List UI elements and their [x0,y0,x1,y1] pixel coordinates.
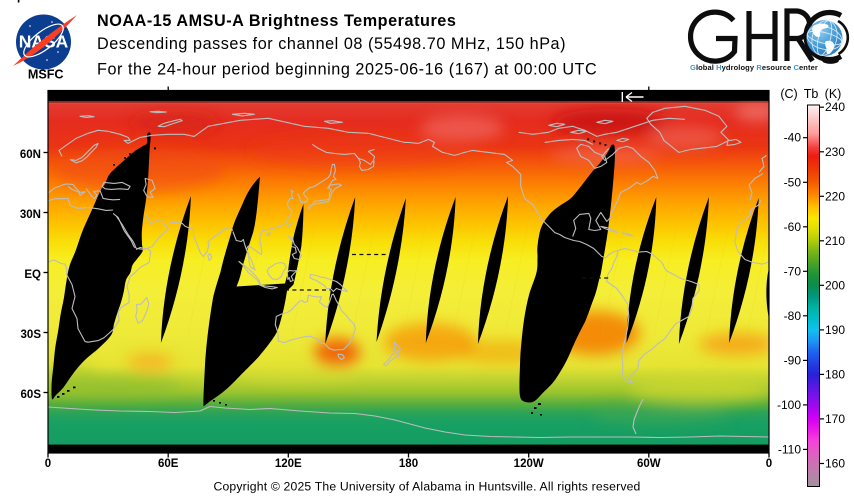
svg-text:30S: 30S [21,329,42,341]
svg-text:0: 0 [45,458,51,470]
svg-text:160: 160 [825,457,845,471]
svg-text:30N: 30N [20,209,41,221]
svg-text:230: 230 [825,145,845,159]
svg-text:170: 170 [825,412,845,426]
svg-text:Copyright © 2025 The Universit: Copyright © 2025 The University of Alaba… [213,480,640,494]
svg-text:Descending passes for channel: Descending passes for channel 08 (55498.… [97,35,566,53]
svg-text:180: 180 [399,458,418,470]
svg-text:60S: 60S [21,389,42,401]
svg-text:-90: -90 [784,353,802,367]
svg-text:MSFC: MSFC [28,68,64,82]
svg-text:-60: -60 [784,220,802,234]
svg-text:-110: -110 [778,442,801,456]
svg-text:(K): (K) [825,87,842,101]
svg-text:Tb: Tb [804,87,819,101]
svg-text:-70: -70 [784,264,802,278]
svg-text:190: 190 [825,323,845,337]
svg-text:-80: -80 [784,309,802,323]
svg-text:EQ: EQ [24,269,41,281]
svg-text:0: 0 [766,458,772,470]
svg-text:200: 200 [825,278,845,292]
svg-text:240: 240 [825,100,845,114]
svg-text:120E: 120E [275,458,302,470]
svg-text:-40: -40 [784,131,802,145]
svg-text:60E: 60E [158,458,179,470]
svg-text:60N: 60N [20,149,41,161]
svg-text:210: 210 [825,234,845,248]
svg-text:(C): (C) [780,87,797,101]
svg-text:60W: 60W [637,458,661,470]
svg-text:120W: 120W [514,458,544,470]
svg-text:NOAA-15 AMSU-A Brightness Temp: NOAA-15 AMSU-A Brightness Temperatures [97,12,456,30]
svg-text:220: 220 [825,189,845,203]
svg-text:Global Hydrology Resource Cent: Global Hydrology Resource Center [690,63,818,72]
svg-text:-100: -100 [777,398,801,412]
svg-text:180: 180 [825,367,845,381]
svg-text:For the 24-hour period beginni: For the 24-hour period beginning 2025-06… [97,61,597,79]
svg-text:-50: -50 [784,175,802,189]
